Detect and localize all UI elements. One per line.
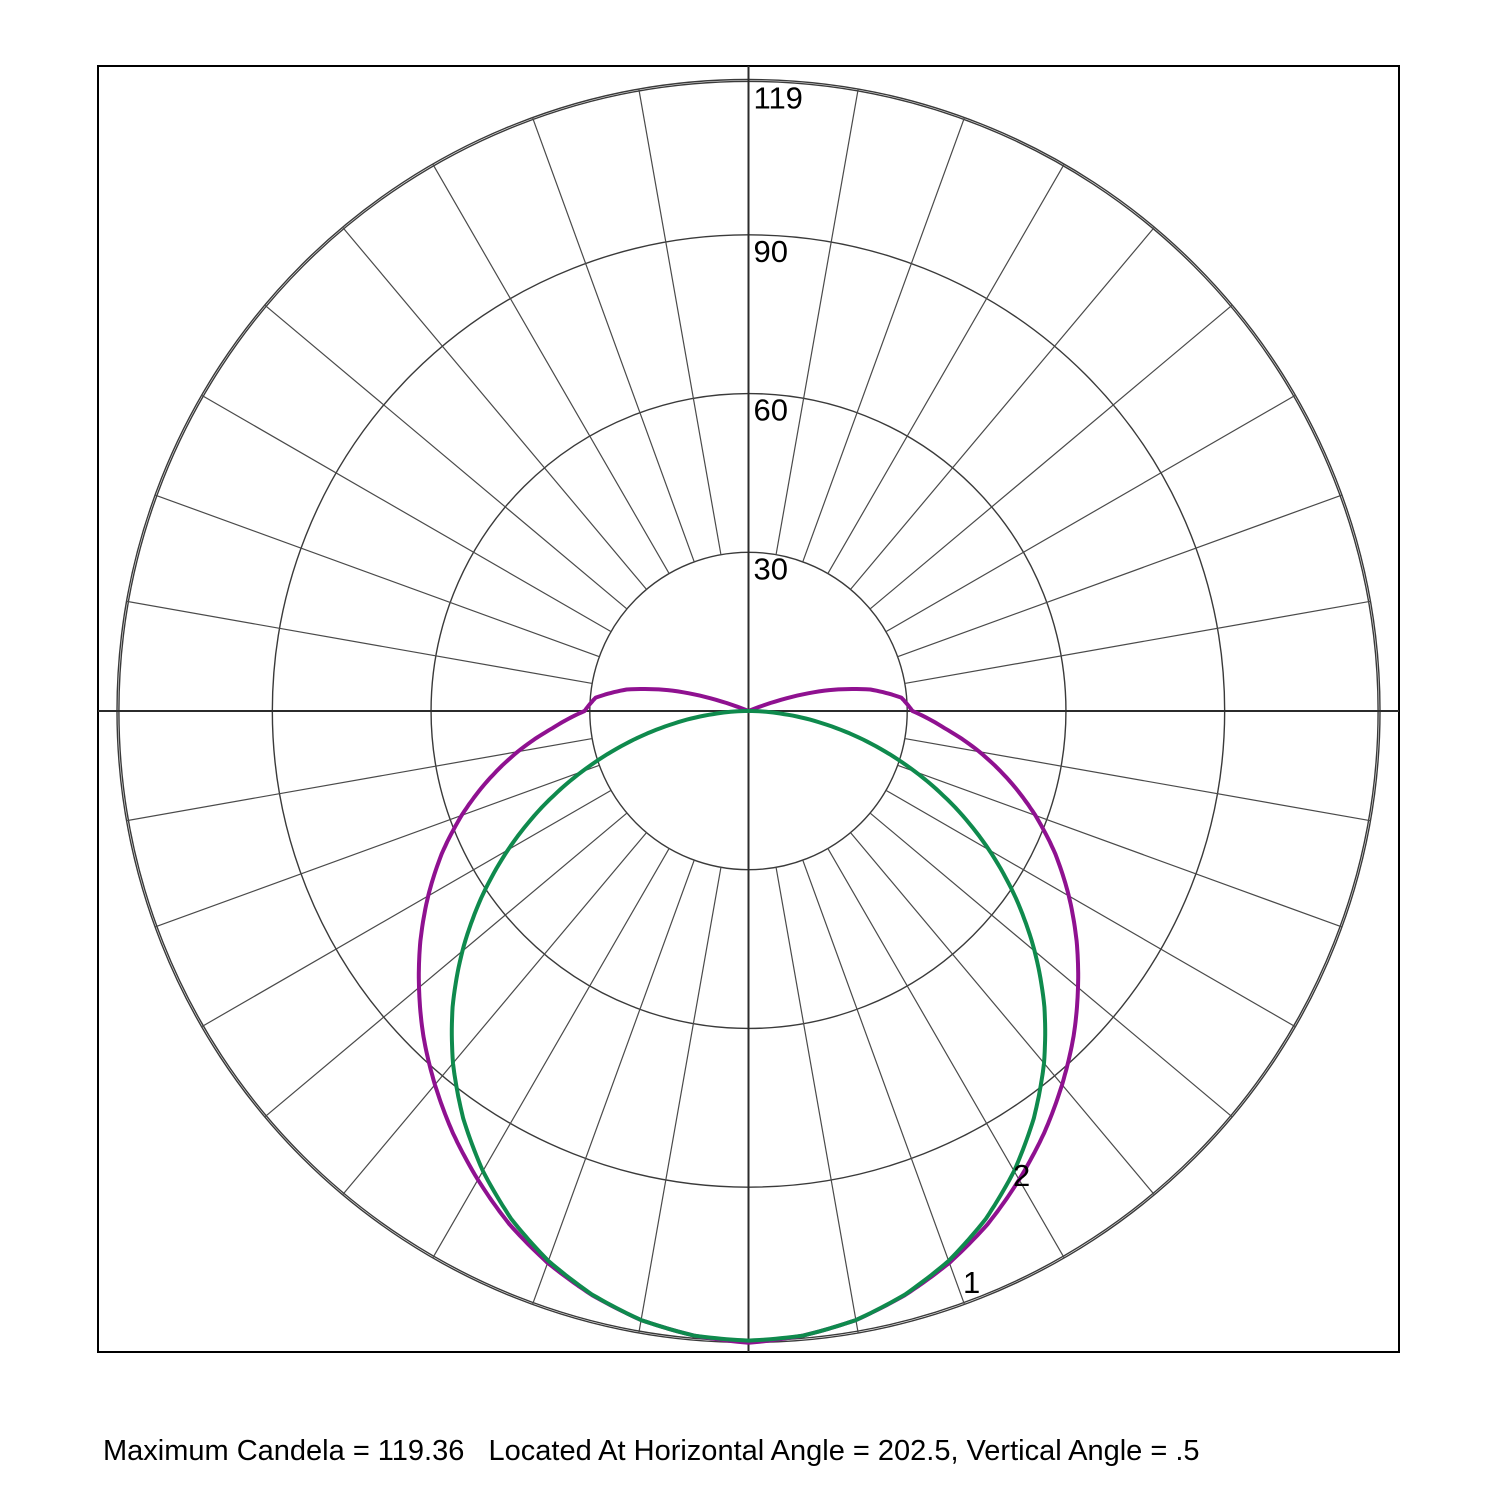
- curve-1-label: 1: [963, 1265, 980, 1300]
- angular-grid-line-230: [264, 812, 628, 1118]
- angular-grid-line-200: [531, 859, 695, 1305]
- angular-grid-line-350: [638, 88, 722, 555]
- angular-grid-line-320: [342, 226, 647, 590]
- angular-grid-line-250: [154, 764, 600, 928]
- angular-grid-line-330: [432, 163, 670, 574]
- radial-tick-label-119: 119: [754, 80, 803, 115]
- angular-grid-line-310: [264, 304, 628, 610]
- angular-grid-line-140: [850, 832, 1155, 1196]
- radial-tick-label-90: 90: [754, 234, 788, 269]
- candela-curve-2: [416, 687, 1081, 1345]
- angular-grid-line-340: [531, 117, 695, 563]
- angular-grid-line-300: [201, 394, 612, 633]
- curve-2-label: 2: [1013, 1158, 1030, 1193]
- angular-grid-line-220: [342, 832, 647, 1196]
- angular-grid-line-240: [201, 789, 612, 1028]
- angular-grid-line-120: [885, 789, 1296, 1028]
- angular-grid-line-70: [897, 494, 1343, 658]
- angular-grid-line-40: [850, 226, 1155, 590]
- radial-tick-label-30: 30: [754, 551, 788, 586]
- angular-grid-line-170: [775, 867, 859, 1334]
- angular-grid-line-20: [802, 117, 966, 563]
- footer-max-candela: Maximum Candela = 119.36 Located At Hori…: [103, 1435, 1200, 1467]
- angular-grid-line-190: [638, 867, 722, 1334]
- angular-grid-line-80: [904, 600, 1371, 685]
- angular-grid-line-280: [126, 600, 593, 685]
- angular-grid-line-60: [885, 394, 1296, 633]
- angular-grid-line-290: [154, 494, 600, 658]
- angular-grid-line-30: [827, 163, 1065, 574]
- angular-grid-line-50: [869, 304, 1233, 610]
- radial-tick-labels: 30 60 90 119: [754, 80, 803, 586]
- angular-grid-line-260: [126, 737, 593, 822]
- footer-legend: Maximum Candela = 119.36 Located At Hori…: [103, 1374, 1200, 1500]
- angular-grid-line-210: [432, 848, 670, 1259]
- angular-grid-line-10: [775, 88, 859, 555]
- candela-curve-1: [449, 709, 1048, 1343]
- radial-tick-label-60: 60: [754, 393, 788, 428]
- candela-curves: [416, 687, 1081, 1345]
- angular-grid-line-100: [904, 737, 1371, 822]
- angular-grid-line-110: [897, 764, 1343, 928]
- angular-grid-line-150: [827, 848, 1065, 1259]
- angular-grid-line-130: [869, 812, 1233, 1118]
- angular-grid-line-160: [802, 859, 966, 1305]
